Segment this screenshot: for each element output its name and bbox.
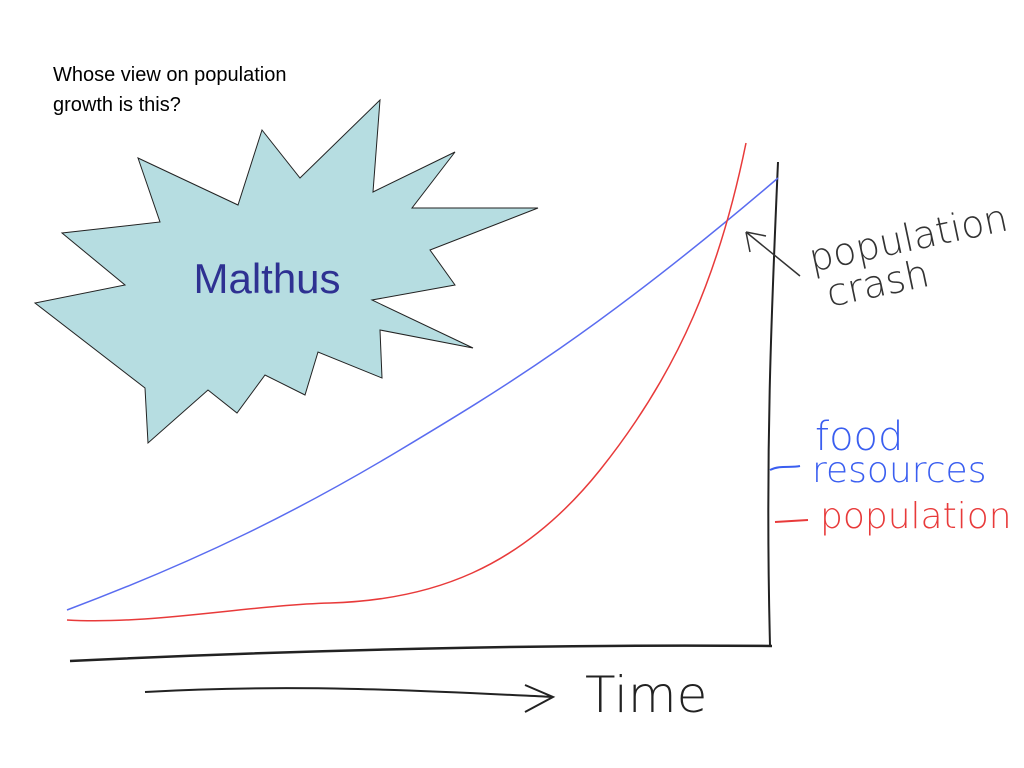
question-line: Whose view on population: [53, 64, 286, 86]
axis-label: Time: [585, 666, 707, 724]
population-curve: [66, 142, 747, 622]
legend-population-swatch: [774, 519, 809, 523]
starburst: [33, 98, 539, 445]
legend-food-label: food: [815, 414, 903, 460]
legend-food-label: resources: [812, 450, 986, 491]
legend-population-label: population: [820, 496, 1012, 537]
crash-arrow: [745, 231, 801, 277]
question-line: growth is this?: [53, 94, 181, 116]
y-axis: [767, 161, 779, 646]
food-curve: [66, 177, 779, 611]
legend-food-swatch: [769, 465, 801, 471]
time-arrow: [144, 684, 556, 713]
x-axis: [69, 644, 773, 663]
badge-label: Malthus: [193, 255, 340, 302]
